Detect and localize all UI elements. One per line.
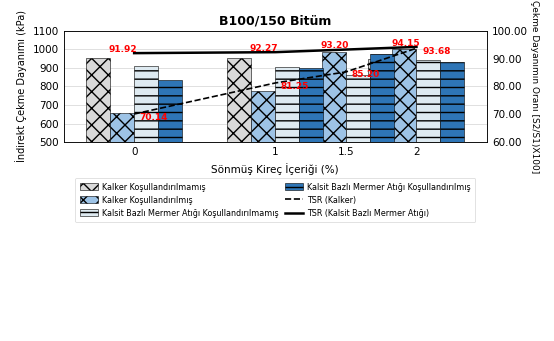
Bar [417,60,440,236]
Bar [86,58,110,236]
Bar [392,49,417,236]
Text: 91.92: 91.92 [109,45,137,54]
Bar [322,52,346,236]
Bar [227,58,252,236]
Bar [158,80,182,236]
Bar [346,75,370,236]
Y-axis label: İndirekt Çekme Dayanımı (kPa): İndirekt Çekme Dayanımı (kPa) [15,11,27,162]
Bar [440,62,464,236]
Text: 85.20: 85.20 [352,70,380,79]
Legend: Kalker Koşullandırılmamış, Kalker Koşullandırılmış, Kalsit Bazlı Mermer Atığı Ko: Kalker Koşullandırılmamış, Kalker Koşull… [75,178,475,222]
Bar [368,59,392,236]
Y-axis label: Çekme Dayanımın Oranı [S2/S1)X100]: Çekme Dayanımın Oranı [S2/S1)X100] [530,0,539,173]
Text: 92.27: 92.27 [250,44,279,53]
X-axis label: Sönmüş Kireç İçeriği (%): Sönmüş Kireç İçeriği (%) [212,163,339,175]
Bar [110,113,134,236]
Text: 81.25: 81.25 [281,82,309,91]
Text: 70.14: 70.14 [140,113,168,122]
Text: 94.15: 94.15 [391,39,420,47]
Text: 93.68: 93.68 [422,47,450,56]
Text: 93.20: 93.20 [320,41,349,50]
Bar [134,66,158,236]
Bar [275,67,299,236]
Title: B100/150 Bitüm: B100/150 Bitüm [219,15,331,28]
Bar [252,91,275,236]
Bar [299,68,324,236]
Bar [370,54,394,236]
Bar [298,75,322,236]
